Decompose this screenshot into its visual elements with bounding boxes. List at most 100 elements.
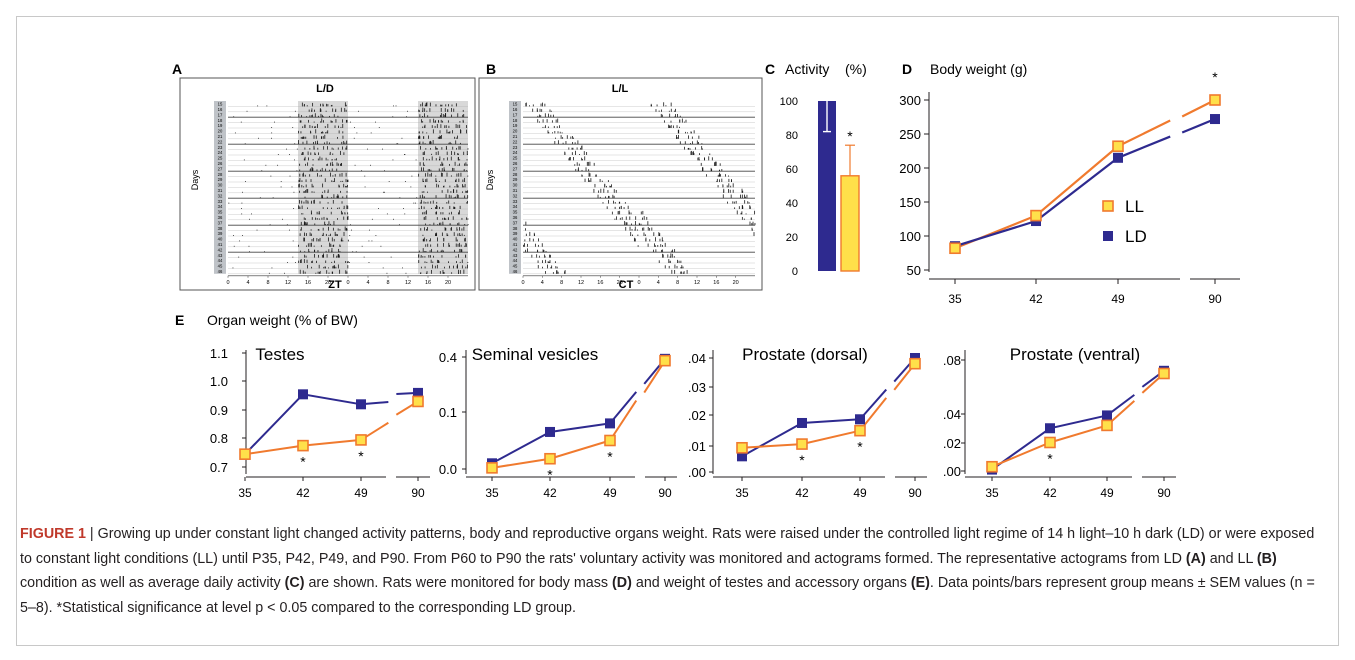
activity-bar (745, 213, 747, 215)
activity-bar (450, 156, 452, 161)
activity-bar (645, 238, 647, 242)
activity-bar (248, 245, 250, 247)
activity-bar (457, 223, 459, 226)
activity-bar (461, 228, 463, 231)
activity-bar (347, 239, 349, 242)
activity-bar (743, 218, 745, 220)
day-tick-label: 26 (513, 161, 518, 166)
activity-bar (292, 240, 294, 242)
activity-bar (465, 242, 467, 247)
activity-bar (301, 115, 303, 118)
activity-bar (432, 261, 434, 263)
activity-bar (668, 124, 670, 128)
activity-bar (390, 256, 392, 258)
activity-bar (325, 233, 327, 236)
activity-bar (289, 229, 290, 231)
activity-bar (624, 202, 626, 204)
activity-bar (607, 180, 609, 182)
activity-bar (646, 216, 648, 220)
activity-bar (459, 146, 461, 150)
activity-bar (346, 216, 348, 220)
activity-bar (344, 102, 346, 107)
activity-bar (371, 218, 373, 220)
activity-bar (358, 110, 359, 112)
activity-bar (447, 218, 449, 220)
activity-bar (298, 140, 299, 145)
e-point-ll (659, 354, 671, 367)
activity-bar (449, 265, 450, 269)
activity-bar (324, 178, 326, 182)
activity-bar (446, 202, 448, 204)
activity-bar (301, 213, 303, 215)
activity-bar (289, 154, 290, 155)
activity-bar (534, 243, 536, 247)
activity-bar (301, 152, 303, 155)
activity-bar (420, 266, 422, 269)
activity-bar (580, 147, 581, 150)
activity-bar (549, 260, 551, 263)
activity-bar (429, 102, 431, 107)
activity-bar (300, 229, 302, 231)
activity-bar (347, 265, 349, 269)
activity-bar (300, 259, 301, 263)
activity-bar (424, 237, 426, 242)
activity-bar (308, 248, 310, 253)
activity-bar (548, 261, 550, 263)
panel-a-ylabel: Days (190, 169, 200, 190)
activity-bar (690, 131, 692, 134)
activity-bar (328, 267, 329, 269)
activity-bar (311, 183, 313, 188)
activity-bar (609, 185, 611, 188)
activity-bar (537, 260, 539, 263)
activity-bar (547, 130, 549, 134)
legend-marker-ll (1102, 200, 1114, 212)
activity-bar (693, 130, 695, 134)
activity-bar (640, 211, 642, 215)
activity-bar (306, 140, 308, 145)
activity-bar (458, 254, 459, 258)
activity-bar (328, 249, 330, 253)
activity-bar (722, 194, 724, 199)
activity-bar (460, 142, 461, 145)
e-point-ll (1101, 419, 1113, 432)
activity-bar (392, 159, 394, 161)
actogram-ld: 1516171819202122232425262728293031323334… (214, 101, 469, 286)
activity-bar (689, 148, 691, 150)
activity-bar (326, 164, 328, 166)
activity-bar (584, 178, 586, 182)
activity-bar (313, 141, 314, 145)
activity-bar (299, 269, 301, 274)
actogram-x-tick-label: 4 (246, 280, 249, 286)
activity-bar (458, 146, 460, 150)
activity-bar (702, 148, 703, 150)
activity-bar (305, 222, 307, 226)
activity-bar (588, 172, 590, 177)
activity-bar (679, 119, 681, 123)
activity-bar (555, 266, 557, 269)
panel-c-unit: (%) (845, 61, 867, 77)
e-y-tick-label: .00 (688, 465, 706, 480)
activity-bar (440, 164, 442, 166)
activity-bar (661, 109, 662, 112)
activity-bar (647, 226, 649, 231)
actogram-x-tick-label: 0 (346, 280, 349, 286)
activity-bar (322, 183, 324, 188)
organ-chart-title: Prostate (ventral) (1010, 345, 1140, 364)
activity-bar (455, 124, 457, 128)
activity-bar (312, 102, 314, 107)
activity-bar (363, 256, 365, 258)
activity-bar (653, 232, 655, 236)
activity-bar (347, 205, 349, 209)
activity-bar (438, 120, 440, 123)
significance-star: * (857, 439, 863, 455)
activity-bar (749, 205, 751, 209)
activity-bar (338, 207, 340, 209)
e-x-tick-label: 49 (354, 486, 368, 500)
activity-bar (322, 132, 324, 134)
activity-bar (581, 174, 583, 177)
activity-bar (299, 250, 301, 253)
activity-bar (364, 175, 366, 177)
activity-bar (299, 163, 301, 166)
activity-bar (711, 169, 713, 172)
activity-bar (319, 175, 321, 177)
